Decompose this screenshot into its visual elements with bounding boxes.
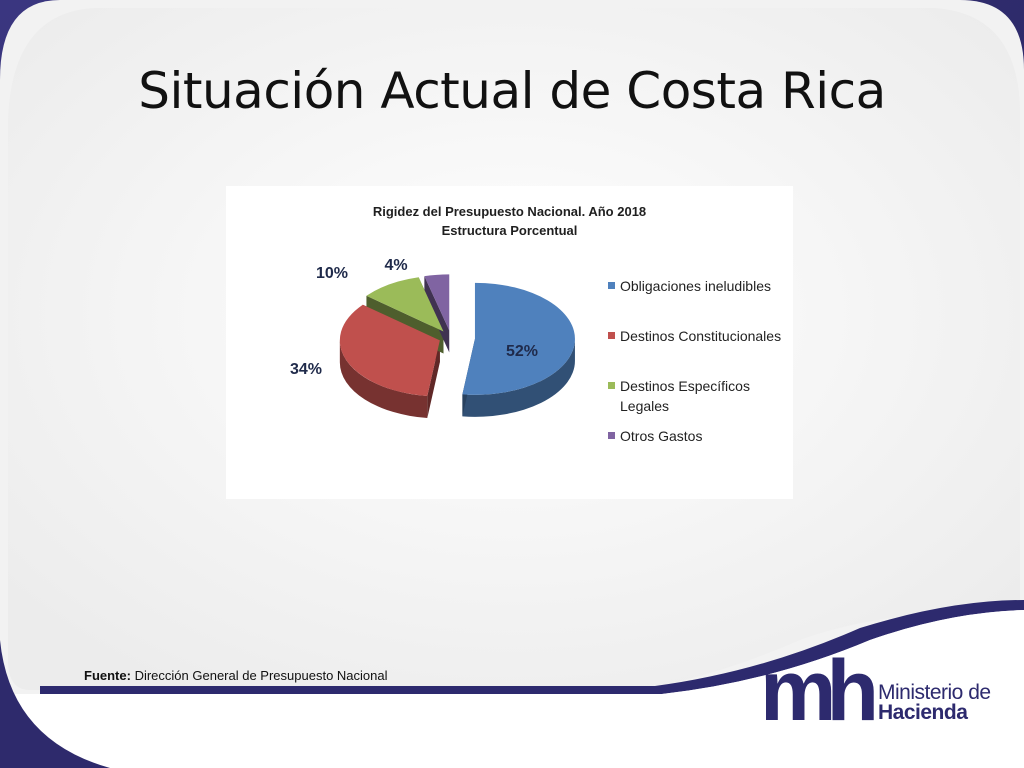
- legend-label: Obligaciones ineludibles: [620, 278, 771, 294]
- chart-title-block: Rigidez del Presupuesto Nacional. Año 20…: [226, 202, 793, 240]
- legend-swatch: [608, 382, 615, 389]
- legend-swatch: [608, 432, 615, 439]
- ministerio-hacienda-logo: mh Ministerio de Hacienda: [760, 643, 1000, 739]
- legend-label: Destinos Constitucionales: [620, 328, 782, 344]
- pie-slice-tops: [339, 274, 575, 396]
- pie-slice-wall: [424, 276, 450, 353]
- pie-data-label: 10%: [316, 265, 348, 282]
- footer-area: [0, 610, 1024, 768]
- logo-line-1: Ministerio de: [878, 681, 991, 704]
- source-label: Fuente:: [84, 668, 131, 683]
- source-note: Fuente: Dirección General de Presupuesto…: [84, 668, 388, 683]
- chart-subtitle: Estructura Porcentual: [441, 223, 578, 238]
- legend-swatch: [608, 332, 615, 339]
- legend-swatch: [608, 282, 615, 289]
- pie-slice: [424, 274, 450, 331]
- pie-data-label: 4%: [384, 257, 407, 274]
- legend-label: Destinos Específicos Legales: [620, 378, 750, 414]
- footer-swoosh: [40, 600, 1024, 694]
- chart-title: Rigidez del Presupuesto Nacional. Año 20…: [372, 204, 647, 219]
- pie-chart-svg: 52% 34% 10% 4%: [290, 257, 575, 418]
- logo-line-2: Hacienda: [878, 701, 968, 724]
- pie-chart: 52% 34% 10% 4% Rigidez del Presupuesto Naci…: [226, 186, 793, 499]
- slide-title: Situación Actual de Costa Rica: [138, 62, 886, 120]
- pie-slice: [366, 277, 444, 332]
- pie-slice-side: [462, 338, 575, 417]
- pie-slice: [339, 304, 440, 396]
- legend-label: Otros Gastos: [620, 428, 703, 444]
- logo-mark: mh: [760, 643, 879, 739]
- footer-left-corner: [0, 640, 110, 768]
- pie-slice: [462, 282, 575, 395]
- pie-data-label: 52%: [506, 343, 538, 360]
- pie-slice-side: [339, 340, 428, 418]
- source-text: Dirección General de Presupuesto Naciona…: [134, 668, 388, 683]
- pie-data-label: 34%: [290, 361, 322, 378]
